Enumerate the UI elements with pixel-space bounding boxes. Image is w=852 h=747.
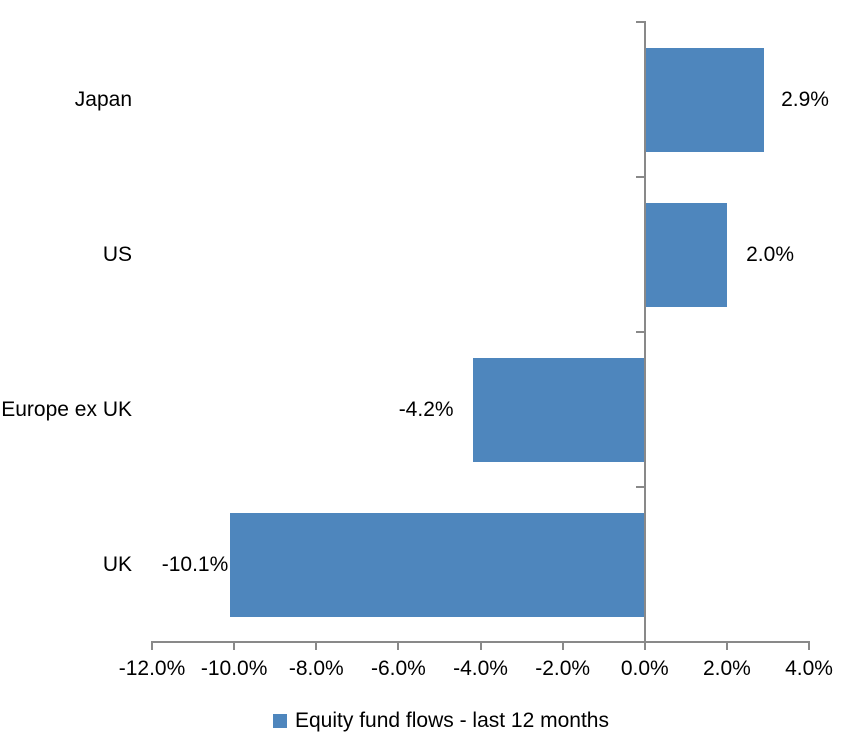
- legend-marker-square: [273, 714, 287, 728]
- x-axis-tick: [725, 641, 728, 650]
- value-label-europe-ex-uk: -4.2%: [398, 397, 454, 421]
- value-label-us: 2.0%: [746, 242, 794, 266]
- x-axis-tick: [808, 641, 810, 650]
- x-axis-tick: [397, 641, 400, 650]
- y-axis-tick: [636, 21, 646, 23]
- value-label-uk: -10.1%: [161, 552, 229, 576]
- x-axis-tick: [233, 641, 236, 650]
- x-tick-label-4: -4.0%: [453, 657, 508, 680]
- x-tick-label-1: -10.0%: [200, 657, 268, 680]
- x-axis-tick: [643, 641, 646, 650]
- category-label-us: US: [102, 242, 132, 266]
- x-axis-tick: [561, 641, 564, 650]
- bar-uk: [230, 512, 645, 617]
- x-tick-label-5: -2.0%: [535, 657, 591, 680]
- x-tick-label-3: -6.0%: [370, 657, 426, 680]
- x-tick-label-8: 4.0%: [785, 657, 833, 680]
- legend: Equity fund flows - last 12 months: [15, 709, 852, 733]
- category-label-uk: UK: [102, 552, 132, 576]
- value-label-japan: 2.9%: [781, 87, 829, 111]
- x-axis-tick: [479, 641, 482, 650]
- x-tick-label-0: -12.0%: [118, 657, 186, 680]
- bar-us: [645, 202, 728, 307]
- x-tick-label-6: 0.0%: [620, 657, 669, 680]
- x-axis-tick: [315, 641, 318, 650]
- bar-europe-ex-uk: [472, 357, 645, 462]
- category-label-europe-ex-uk: Europe ex UK: [1, 397, 132, 421]
- x-tick-label-2: -8.0%: [288, 657, 344, 680]
- y-axis-tick: [636, 486, 646, 488]
- y-axis-tick: [636, 176, 646, 178]
- bar-japan: [645, 47, 765, 152]
- category-label-japan: Japan: [74, 87, 132, 111]
- legend-label: Equity fund flows - last 12 months: [295, 709, 609, 732]
- x-axis-tick: [151, 641, 153, 650]
- x-tick-label-7: 2.0%: [702, 657, 751, 680]
- y-axis-tick: [636, 331, 646, 333]
